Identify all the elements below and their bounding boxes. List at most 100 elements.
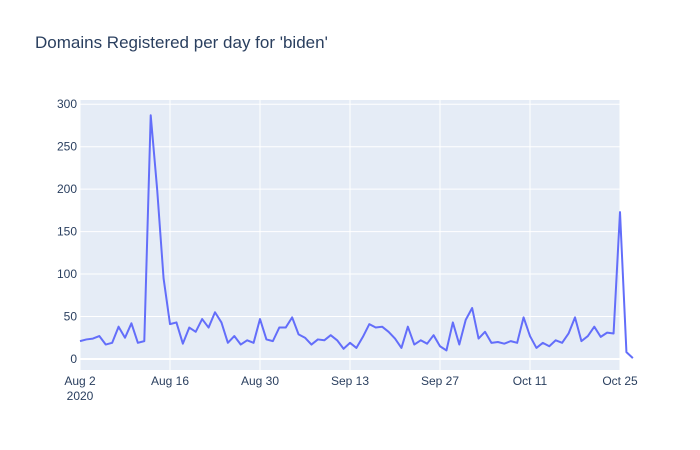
data-point [523,316,525,318]
data-point [304,337,306,339]
data-point [92,338,94,340]
data-point [548,345,550,347]
data-point [246,339,248,341]
data-point [445,349,447,351]
data-point [561,342,563,344]
data-point [259,318,261,320]
data-point [130,322,132,324]
data-point [535,347,537,349]
data-point [220,321,222,323]
data-point [105,344,107,346]
data-point [188,327,190,329]
data-point [156,188,158,190]
data-point [516,342,518,344]
data-point [143,340,145,342]
y-tick-label: 50 [64,310,78,324]
data-point [169,323,171,325]
data-point [310,344,312,346]
y-tick-label: 100 [57,267,77,281]
data-point [542,342,544,344]
data-point [484,331,486,333]
data-point [458,344,460,346]
x-tick-label: Aug 30 [241,374,279,388]
data-point [150,114,152,116]
x-tick-label: Oct 25 [602,374,638,388]
data-point [163,277,165,279]
data-point [439,345,441,347]
data-point [452,321,454,323]
data-point [298,333,300,335]
data-point [175,321,177,323]
x-tick-label: Sep 27 [421,374,459,388]
data-point [580,340,582,342]
data-point [137,342,139,344]
data-point [124,337,126,339]
data-point [79,340,81,342]
data-point [394,338,396,340]
data-point [529,335,531,337]
y-tick-label: 200 [57,182,77,196]
data-point [413,344,415,346]
data-point [613,332,615,334]
data-point [388,331,390,333]
x-tick-sublabel: 2020 [67,389,94,403]
data-point [471,307,473,309]
data-point [323,339,325,341]
data-point [400,347,402,349]
data-point [426,343,428,345]
data-point [381,326,383,328]
series-layer [79,114,634,359]
data-point [98,335,100,337]
data-point [240,344,242,346]
data-point [201,318,203,320]
data-point [291,316,293,318]
data-point [208,327,210,329]
data-point [625,351,627,353]
data-point [355,347,357,349]
data-point [574,316,576,318]
x-tick-label: Sep 13 [331,374,369,388]
data-point [85,338,87,340]
data-point [343,348,345,350]
data-point [497,341,499,343]
data-point [336,339,338,341]
data-point [510,340,512,342]
data-point [253,342,255,344]
data-point [619,211,621,213]
data-point [420,339,422,341]
data-point [606,332,608,334]
data-point [227,342,229,344]
data-point [317,338,319,340]
data-point [285,327,287,329]
data-point [465,319,467,321]
data-point [362,336,364,338]
data-point [568,332,570,334]
y-tick-label: 250 [57,140,77,154]
y-tick-label: 300 [57,97,77,111]
data-point [330,334,332,336]
series-line [79,114,634,359]
data-point [587,335,589,337]
data-point [593,326,595,328]
data-point [490,342,492,344]
data-point [433,334,435,336]
data-point [195,331,197,333]
data-point [349,342,351,344]
x-tick-label: Aug 2 [64,374,96,388]
data-point [632,357,634,359]
data-point [111,342,113,344]
data-point [265,338,267,340]
y-tick-label: 150 [57,225,77,239]
data-point [478,338,480,340]
y-tick-label: 0 [70,352,77,366]
data-point [278,327,280,329]
data-point [407,326,409,328]
x-tick-label: Oct 11 [513,374,548,388]
data-point [272,340,274,342]
data-point [214,311,216,313]
data-point [375,327,377,329]
data-point [503,343,505,345]
data-point [233,335,235,337]
